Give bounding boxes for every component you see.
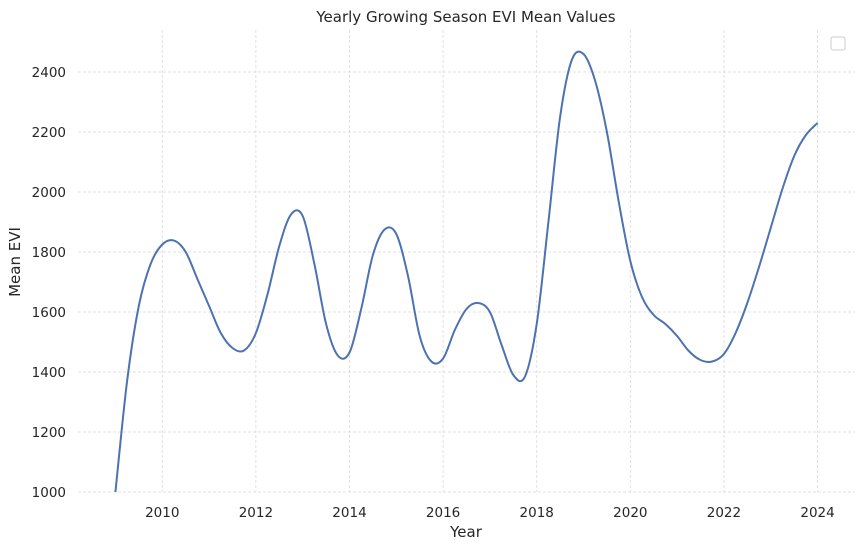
y-tick-label: 2000: [32, 185, 66, 201]
x-tick-label: 2010: [145, 505, 179, 521]
y-axis: 1000 1200 1400 1600 1800 2000 2200 2400: [32, 65, 66, 501]
grid: [78, 30, 855, 493]
x-tick-label: 2022: [707, 505, 741, 521]
legend-box: [830, 36, 846, 51]
x-tick-label: 2018: [520, 505, 554, 521]
y-axis-title: Mean EVI: [6, 227, 24, 297]
x-tick-label: 2012: [239, 505, 273, 521]
x-axis: 2010 2012 2014 2016 2018 2020 2022 2024: [145, 505, 835, 521]
y-tick-label: 1200: [32, 425, 66, 441]
x-tick-label: 2020: [613, 505, 647, 521]
x-axis-title: Year: [449, 523, 483, 541]
x-tick-label: 2024: [800, 505, 834, 521]
x-tick-label: 2014: [332, 505, 366, 521]
y-tick-label: 1600: [32, 305, 66, 321]
y-tick-label: 1400: [32, 365, 66, 381]
x-tick-label: 2016: [426, 505, 460, 521]
y-tick-label: 1000: [32, 485, 66, 501]
y-tick-label: 1800: [32, 245, 66, 261]
y-tick-label: 2200: [32, 125, 66, 141]
series-line: [114, 50, 819, 493]
chart-title: Yearly Growing Season EVI Mean Values: [315, 8, 615, 26]
y-tick-label: 2400: [32, 65, 66, 81]
